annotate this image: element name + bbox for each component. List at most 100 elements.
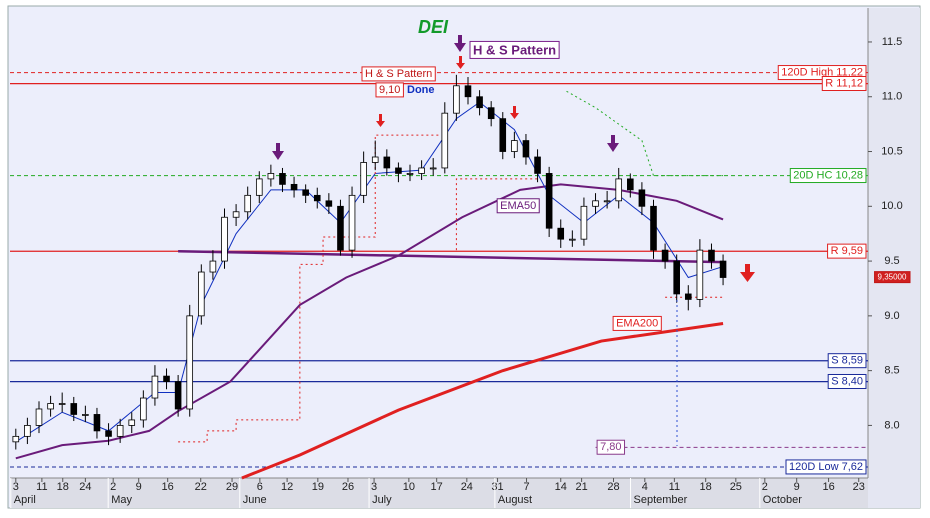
candle-body: [209, 260, 217, 273]
candle-body: [661, 249, 669, 262]
candle-body: [24, 425, 31, 437]
arrow: [510, 106, 519, 119]
month-label: June: [243, 494, 267, 506]
level-label: S 8,59: [831, 355, 863, 367]
label-box: [874, 271, 911, 284]
candle-body: [70, 403, 78, 415]
candle-body: [255, 178, 263, 196]
label-box: [596, 439, 626, 455]
candle-body: [360, 162, 367, 196]
label-box: [827, 243, 867, 259]
candle-body: [267, 173, 275, 180]
candle-body: [464, 85, 472, 98]
month-label: April: [14, 494, 36, 506]
candle-body: [534, 156, 541, 174]
candle-body: [441, 112, 449, 169]
candle-body: [58, 403, 66, 405]
candle-body: [383, 156, 391, 169]
candle-body: [545, 173, 553, 229]
level-label: R 9,59: [831, 245, 863, 257]
candle-body: [615, 178, 623, 202]
x-tick-label: 14: [555, 481, 567, 493]
x-tick-label: 4: [642, 481, 648, 493]
indicator-line: [566, 90, 724, 177]
arrow: [456, 56, 465, 69]
candle-body: [313, 194, 321, 202]
x-tick-label: 24: [461, 481, 473, 493]
chart-title: DEI: [418, 17, 449, 37]
x-tick-label: 17: [431, 481, 443, 493]
x-tick-label: 26: [342, 481, 354, 493]
candle-body: [580, 205, 588, 240]
candle-body: [569, 238, 576, 241]
indicators: EMA50 EMA200: [15, 90, 724, 480]
arrow: [454, 35, 466, 52]
label-box: [827, 353, 867, 369]
candle-body: [163, 375, 170, 382]
candle-body: [12, 435, 20, 443]
candle-body: [348, 194, 356, 251]
arrow: [376, 114, 385, 127]
y-axis-band: [868, 8, 920, 508]
y-tick-label: 8.0: [884, 419, 899, 431]
candle-body: [279, 173, 286, 185]
month-label: September: [634, 494, 688, 506]
x-tick-label: 22: [195, 481, 207, 493]
candle-body: [487, 107, 495, 120]
candle-body: [453, 85, 460, 114]
candle-body: [302, 189, 309, 196]
candle-body: [232, 211, 240, 218]
candle-body: [105, 430, 112, 437]
arrow: [607, 135, 619, 152]
candle-body: [395, 167, 402, 174]
x-tick-label: 18: [700, 481, 712, 493]
x-tick-label: 23: [853, 481, 865, 493]
candle-body: [603, 200, 611, 203]
y-tick-label: 10.5: [881, 145, 902, 157]
candle-body: [371, 156, 379, 163]
candle-body: [557, 227, 565, 240]
x-tick-label: 2: [110, 481, 116, 493]
month-label: May: [111, 494, 132, 506]
x-tick-label: 9: [136, 481, 142, 493]
x-tick-label: 31: [491, 481, 503, 493]
status-label: Done: [407, 84, 435, 96]
label-box: [821, 76, 867, 92]
candle-body: [325, 200, 333, 207]
target-label: 9,10: [379, 84, 400, 96]
indicator-line: [178, 134, 724, 443]
candle-body: [511, 140, 518, 152]
series-label: EMA50: [500, 200, 536, 212]
x-tick-label: 16: [822, 481, 834, 493]
candle-body: [499, 118, 507, 152]
label-box: [469, 40, 560, 59]
label-box: [375, 82, 404, 98]
level-label: 7,80: [600, 441, 621, 453]
candle-body: [673, 260, 680, 295]
x-tick-label: 18: [57, 481, 69, 493]
candle-body: [638, 189, 646, 207]
y-tick-label: 10.0: [881, 200, 902, 212]
label-box: [827, 373, 867, 389]
x-tick-label: 7: [523, 481, 529, 493]
candle-body: [627, 178, 634, 191]
candle-body: [684, 293, 692, 300]
x-axis-band: [10, 478, 868, 508]
label-box: [785, 459, 867, 475]
candle-body: [719, 260, 727, 278]
candle-body: [522, 140, 530, 158]
label-box: [496, 198, 540, 214]
y-tick-label: 8.5: [884, 365, 899, 377]
candle-body: [151, 375, 159, 399]
x-tick-label: 19: [312, 481, 324, 493]
x-tick-label: 2: [762, 481, 768, 493]
y-tick-label: 9.0: [884, 310, 899, 322]
candle-body: [244, 194, 251, 213]
x-tick-label: 24: [79, 481, 91, 493]
candle-body: [708, 249, 715, 262]
candle-body: [174, 381, 182, 410]
level-label: 20D HC 10,28: [793, 170, 863, 182]
candle-body: [82, 414, 89, 416]
level-label: S 8,40: [831, 375, 863, 387]
